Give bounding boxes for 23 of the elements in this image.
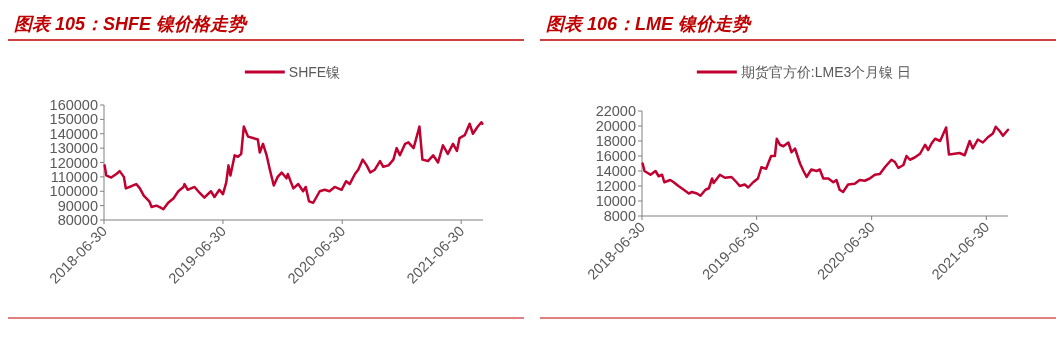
y-tick-label: 20000 bbox=[595, 118, 636, 134]
chart-title: 图表 106：LME 镍价走势 bbox=[546, 14, 753, 34]
y-tick-label: 14000 bbox=[595, 163, 636, 179]
y-tick-label: 140000 bbox=[49, 125, 98, 142]
line-series bbox=[641, 125, 1010, 197]
line-series bbox=[103, 121, 484, 211]
y-tick-label: 8000 bbox=[603, 208, 636, 224]
y-tick-label: 160000 bbox=[49, 97, 98, 113]
legend-label: SHFE镍 bbox=[288, 64, 341, 80]
y-tick-label: 22000 bbox=[595, 103, 636, 119]
y-tick-label: 10000 bbox=[595, 193, 636, 209]
y-tick-label: 100000 bbox=[49, 183, 98, 200]
y-tick-label: 12000 bbox=[595, 178, 636, 194]
y-tick-label: 150000 bbox=[49, 111, 98, 128]
y-tick-label: 130000 bbox=[49, 140, 98, 157]
y-tick-label: 120000 bbox=[49, 154, 98, 171]
y-tick-label: 16000 bbox=[595, 148, 636, 164]
legend-label: 期货官方价:LME3个月镍 日 bbox=[740, 64, 912, 80]
y-tick-label: 90000 bbox=[57, 197, 98, 214]
y-tick-label: 80000 bbox=[57, 212, 98, 228]
y-tick-label: 18000 bbox=[595, 133, 636, 149]
y-tick-label: 110000 bbox=[50, 168, 98, 185]
chart-title: 图表 105：SHFE 镍价格走势 bbox=[14, 14, 249, 34]
